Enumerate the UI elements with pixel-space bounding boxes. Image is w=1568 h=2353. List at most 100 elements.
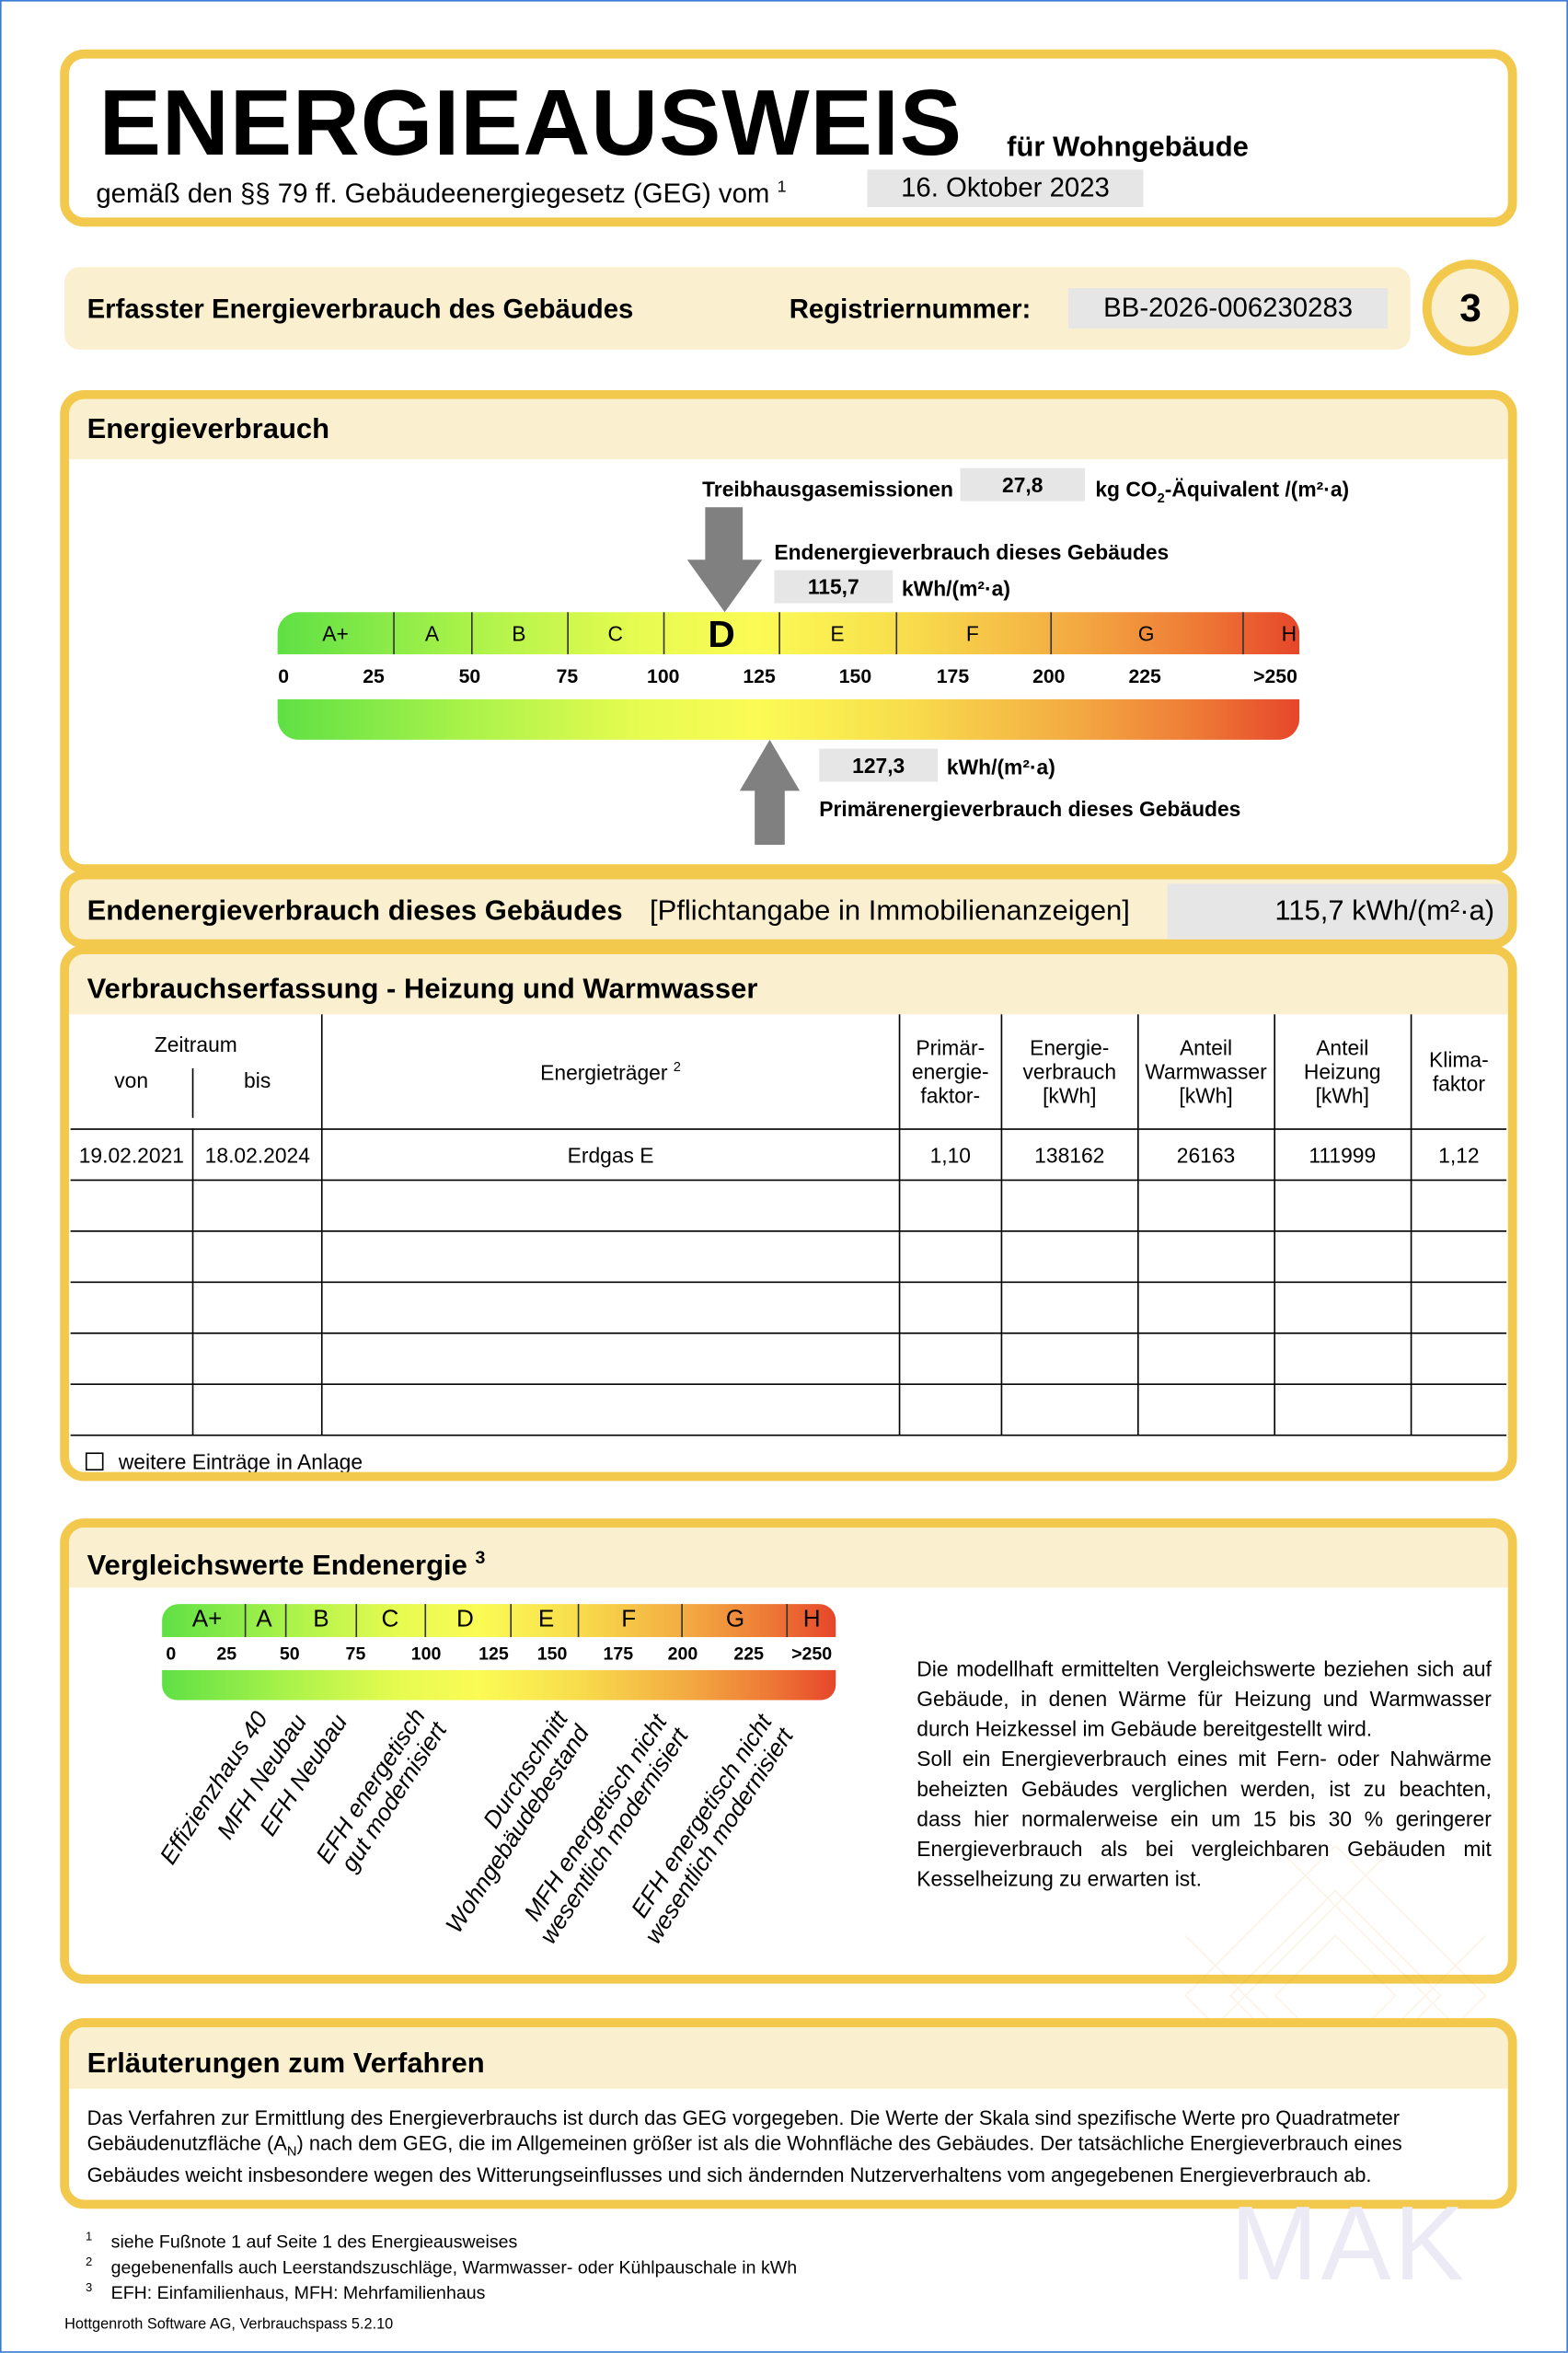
recorded-consumption-label: Erfasster Energieverbrauch des Gebäudes [86,294,634,325]
class-divider [470,612,473,654]
footnote-ref: 1 [777,179,787,197]
section-header: Vergleichswerte Endenergie 3 [69,1527,1508,1588]
footnotes: 1 siehe Fußnote 1 auf Seite 1 des Energie… [86,2230,797,2306]
explanation-section: Erläuterungen zum Verfahren Das Verfahre… [60,2018,1517,2209]
class-divider [424,1604,427,1637]
section-title: Erläuterungen zum Verfahren [86,2047,485,2081]
table-cell [320,1230,901,1284]
climate-header: Klima-faktor [1410,1014,1507,1130]
section-title: Vergleichswerte Endenergie 3 [87,1547,486,1584]
final-energy-value: 115,7 [774,570,894,604]
class-label-A: A [256,1607,272,1633]
class-divider [1049,612,1052,654]
footnote-number: 3 [85,2280,93,2295]
footnote: 2 gegebenenfalls auch Leerstandszuschläge… [86,2255,797,2281]
tick-label: 125 [743,664,776,687]
footnote: 1 siehe Fußnote 1 auf Seite 1 des Energie… [86,2230,797,2255]
table-cell [898,1281,1002,1334]
class-label-H: H [802,1607,821,1633]
tick-label: 150 [838,664,872,687]
class-label-F: F [621,1607,637,1633]
scale-gradient-band [277,698,1300,740]
table-cell [320,1281,901,1334]
table-cell [1410,1281,1507,1334]
tick-label: >250 [1253,664,1297,687]
mandatory-note: [Pflichtangabe in Immobilienanzeigen] [650,895,1130,928]
class-label-H: H [1281,621,1297,646]
table-cell [1273,1230,1412,1284]
class-divider [510,1604,513,1637]
ghg-unit: kg CO2-Äquivalent /(m²·a) [1095,478,1349,506]
class-divider [567,612,569,654]
table-cell [1000,1179,1139,1232]
h: faktor [1432,1071,1485,1096]
tick-label: 150 [536,1643,568,1665]
class-divider [577,1604,580,1637]
t: Das Verfahren zur Ermittlung des Energie… [86,2106,1400,2154]
h: Warmwasser [1145,1059,1267,1084]
tick-label: 225 [1128,664,1161,687]
table-cell [1000,1383,1139,1436]
tick-label: 25 [216,1643,237,1665]
tick-label: 125 [478,1643,509,1665]
table-cell [1136,1230,1275,1284]
primary-energy-unit: kWh/(m²·a) [946,755,1055,779]
class-label-G: G [725,1607,745,1633]
footnote-number: 2 [85,2255,93,2269]
primary-energy-arrow-icon [739,739,800,846]
table-cell [1273,1332,1412,1386]
table-cell: 26163 [1136,1128,1275,1182]
footnote-ref: 2 [673,1058,681,1074]
table-cell [70,1230,194,1284]
tick-label: 50 [458,664,481,687]
table-cell [1273,1383,1412,1436]
table-cell [192,1332,323,1386]
footnote-text: siehe Fußnote 1 auf Seite 1 des Energiea… [110,2231,518,2253]
h: verbrauch [1022,1059,1117,1084]
document-subtitle: für Wohngebäude [1007,132,1249,164]
info-row: Erfasster Energieverbrauch des Gebäudes … [64,267,1411,350]
class-divider [355,1604,358,1637]
tick-label: 50 [279,1643,300,1665]
class-label-D: D [456,1607,474,1633]
table-cell [70,1332,194,1386]
table-row [70,1230,1507,1284]
mandatory-value-text: 115,7 kWh/(m²·a) [1274,895,1495,928]
class-label-B: B [313,1607,329,1633]
section-title: Energieverbrauch [86,414,330,446]
h: Heizung [1303,1059,1381,1084]
table-cell [898,1383,1002,1436]
table-cell [192,1230,323,1284]
class-label-F: F [965,621,979,646]
tick-label: >250 [791,1643,833,1665]
h: faktor- [920,1083,981,1108]
tick-label: 100 [647,664,680,687]
heating-header: Anteil Heizung [kWh] [1273,1014,1412,1130]
text-paragraph: Die modellhaft ermittelten Vergleichswer… [917,1656,1492,1741]
h: Anteil [1179,1035,1233,1060]
more-entries-checkbox[interactable]: weitere Einträge in Anlage [85,1449,363,1472]
h: Energie- [1030,1035,1110,1060]
section-header: Energieverbrauch [69,398,1508,459]
table-cell: 18.02.2024 [192,1128,323,1182]
class-label-G: G [1137,621,1155,646]
scale-ticks: 0 25 50 75 100 125 150 175 200 225 >250 [162,1637,836,1670]
h: Primär- [916,1035,986,1060]
consumption-header: Energie-verbrauch [kWh] [1000,1014,1139,1130]
carrier-header: Energieträger 2 [320,1014,901,1130]
class-divider [1242,612,1245,654]
software-credit: Hottgenroth Software AG, Verbrauchspass … [64,2316,394,2334]
class-divider [681,1604,683,1637]
scale-class-band: A+ A B C D E F G H [162,1604,836,1637]
checkbox-icon[interactable] [85,1452,104,1471]
tick-label: 0 [166,1643,177,1665]
h: [kWh] [1043,1083,1097,1108]
comparison-scale: A+ A B C D E F G H 0 25 50 75 100 125 150 175 200 225 >250 [162,1604,836,1701]
class-divider [786,1604,789,1637]
tick-label: 175 [603,1643,634,1665]
table-cell [1410,1332,1507,1386]
final-energy-label: Endenergieverbrauch dieses Gebäudes [774,540,1170,565]
footnote: 3 EFH: Einfamilienhaus, MFH: Mehrfamilien… [86,2281,797,2307]
mandatory-label: Endenergieverbrauch dieses Gebäudes [86,895,623,928]
